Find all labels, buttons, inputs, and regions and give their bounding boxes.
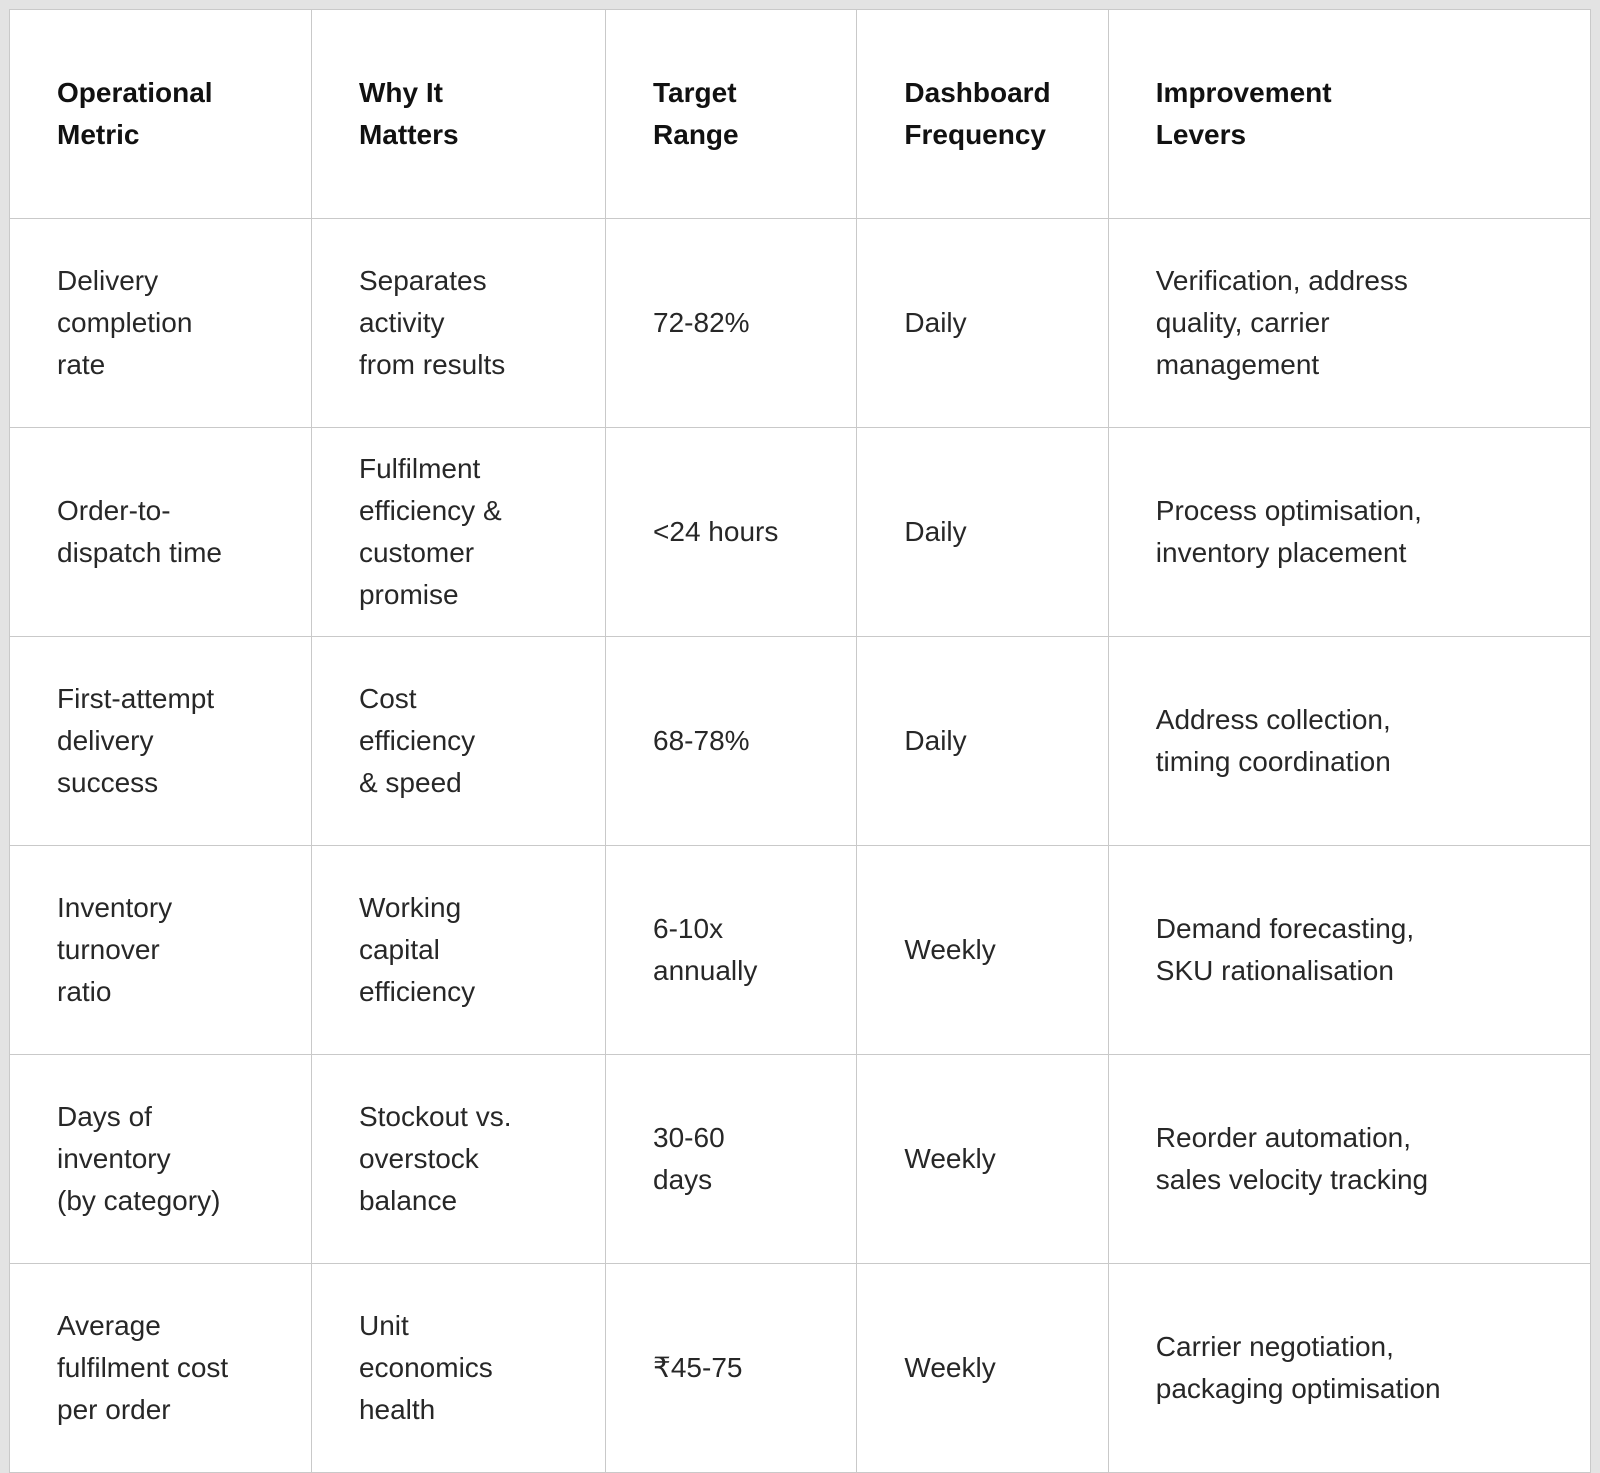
table-cell-why: Fulfilment efficiency & customer promise xyxy=(310,427,607,637)
table-cell-frequency: Daily xyxy=(856,636,1109,846)
table-cell-levers: Demand forecasting, SKU rationalisation xyxy=(1107,845,1592,1055)
column-header-target-range: Target Range xyxy=(605,9,858,219)
table-row: Days of inventory (by category) Stockout… xyxy=(9,1054,1592,1264)
table-cell-target: 72-82% xyxy=(605,218,858,428)
table-cell-levers: Address collection, timing coordination xyxy=(1107,636,1592,846)
table-cell-target: 68-78% xyxy=(605,636,858,846)
table-cell-metric: Average fulfilment cost per order xyxy=(9,1263,312,1473)
table-cell-metric: Inventory turnover ratio xyxy=(9,845,312,1055)
table-cell-frequency: Daily xyxy=(856,218,1109,428)
column-header-why-it-matters: Why It Matters xyxy=(310,9,607,219)
table-cell-frequency: Weekly xyxy=(856,845,1109,1055)
table-cell-levers: Process optimisation, inventory placemen… xyxy=(1107,427,1592,637)
table-cell-frequency: Daily xyxy=(856,427,1109,637)
table-row: Delivery completion rate Separates activ… xyxy=(9,218,1592,428)
table-row: Inventory turnover ratio Working capital… xyxy=(9,845,1592,1055)
table-cell-why: Unit economics health xyxy=(310,1263,607,1473)
table-cell-why: Cost efficiency & speed xyxy=(310,636,607,846)
column-header-operational-metric: Operational Metric xyxy=(9,9,312,219)
table-cell-levers: Carrier negotiation, packaging optimisat… xyxy=(1107,1263,1592,1473)
table-cell-metric: Delivery completion rate xyxy=(9,218,312,428)
table-cell-metric: Days of inventory (by category) xyxy=(9,1054,312,1264)
table-cell-frequency: Weekly xyxy=(856,1263,1109,1473)
table-cell-target: 6-10x annually xyxy=(605,845,858,1055)
table-row: Order-to- dispatch time Fulfilment effic… xyxy=(9,427,1592,637)
table-cell-why: Stockout vs. overstock balance xyxy=(310,1054,607,1264)
table-cell-levers: Verification, address quality, carrier m… xyxy=(1107,218,1592,428)
table-cell-metric: Order-to- dispatch time xyxy=(9,427,312,637)
table-cell-metric: First-attempt delivery success xyxy=(9,636,312,846)
column-header-improvement-levers: Improvement Levers xyxy=(1107,9,1592,219)
table-cell-target: ₹45-75 xyxy=(605,1263,858,1473)
table-cell-target: 30-60 days xyxy=(605,1054,858,1264)
table-cell-frequency: Weekly xyxy=(856,1054,1109,1264)
column-header-dashboard-frequency: Dashboard Frequency xyxy=(856,9,1109,219)
table-cell-target: <24 hours xyxy=(605,427,858,637)
table-cell-why: Working capital efficiency xyxy=(310,845,607,1055)
table-cell-why: Separates activity from results xyxy=(310,218,607,428)
table-row: Average fulfilment cost per order Unit e… xyxy=(9,1263,1592,1473)
header-row: Operational Metric Why It Matters Target… xyxy=(9,9,1592,219)
table-row: First-attempt delivery success Cost effi… xyxy=(9,636,1592,846)
operational-metrics-table: Operational Metric Why It Matters Target… xyxy=(9,9,1592,1473)
table-cell-levers: Reorder automation, sales velocity track… xyxy=(1107,1054,1592,1264)
